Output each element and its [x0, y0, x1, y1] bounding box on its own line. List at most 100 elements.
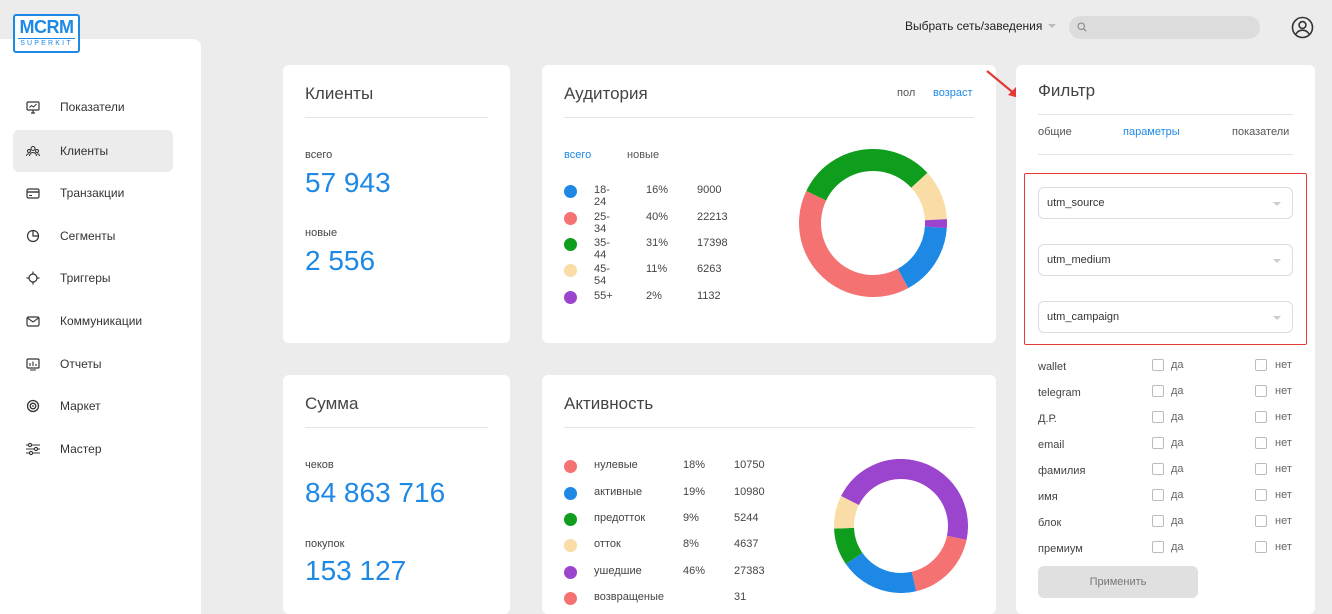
legend-name: 55+	[594, 290, 613, 302]
sidebar-item-label: Транзакции	[60, 186, 125, 200]
legend-dot	[564, 513, 577, 526]
sidebar-item-triggers[interactable]: Триггеры	[13, 257, 173, 299]
filter-option-label: блок	[1038, 517, 1062, 529]
activity-donut-chart	[834, 459, 968, 593]
tab-age[interactable]: возраст	[933, 87, 973, 99]
legend-pct: 11%	[646, 263, 668, 275]
sidebar-item-master[interactable]: Мастер	[13, 428, 173, 470]
apply-button[interactable]: Применить	[1038, 566, 1198, 598]
yes-label: да	[1171, 515, 1184, 527]
yes-checkbox[interactable]	[1152, 463, 1164, 475]
report-icon	[25, 356, 41, 372]
legend-pct: 19%	[683, 486, 706, 498]
no-checkbox[interactable]	[1255, 411, 1267, 423]
no-label: нет	[1275, 411, 1292, 423]
yes-checkbox[interactable]	[1152, 411, 1164, 423]
divider	[305, 117, 488, 118]
no-checkbox[interactable]	[1255, 541, 1267, 553]
sidebar-item-clients[interactable]: Клиенты	[13, 130, 173, 172]
yes-checkbox[interactable]	[1152, 489, 1164, 501]
audience-card: Аудитория пол возраст всего новые 18-24 …	[542, 65, 996, 343]
filter-option-label: wallet	[1038, 361, 1067, 373]
utm-source-select[interactable]: utm_source	[1038, 187, 1293, 219]
sidebar-item-communications[interactable]: Коммуникации	[13, 300, 173, 342]
legend-count: 17398	[697, 237, 728, 249]
no-label: нет	[1275, 385, 1292, 397]
divider	[564, 427, 974, 428]
divider	[564, 117, 974, 118]
filter-option-label: имя	[1038, 491, 1058, 503]
clients-total-value: 57 943	[305, 167, 391, 198]
sidebar-item-transactions[interactable]: Транзакции	[13, 172, 173, 214]
no-checkbox[interactable]	[1255, 437, 1267, 449]
donut-segment-2	[799, 149, 947, 297]
search-bar[interactable]	[1069, 16, 1260, 39]
tab-audience-new[interactable]: новые	[627, 149, 660, 161]
tab-filter-indicators[interactable]: показатели	[1232, 126, 1290, 138]
no-checkbox[interactable]	[1255, 489, 1267, 501]
legend-name: 25-34	[594, 211, 610, 235]
tab-gender[interactable]: пол	[897, 87, 916, 99]
no-label: нет	[1275, 463, 1292, 475]
sidebar-item-label: Коммуникации	[60, 314, 143, 328]
sidebar-item-segments[interactable]: Сегменты	[13, 215, 173, 257]
legend-name: возвращеные	[594, 591, 664, 603]
legend-count: 5244	[734, 512, 759, 524]
clients-title: Клиенты	[305, 84, 374, 103]
filter-option-label: премиум	[1038, 543, 1083, 555]
divider	[1038, 154, 1293, 155]
search-input[interactable]	[1092, 20, 1252, 35]
sidebar-item-indicators[interactable]: Показатели	[13, 86, 173, 128]
logo-text: MCRM	[19, 17, 75, 37]
no-checkbox[interactable]	[1255, 359, 1267, 371]
select-value: utm_medium	[1047, 254, 1111, 266]
card-icon	[25, 185, 41, 201]
no-checkbox[interactable]	[1255, 515, 1267, 527]
audience-title: Аудитория	[564, 84, 648, 103]
yes-checkbox[interactable]	[1152, 515, 1164, 527]
legend-dot	[564, 212, 577, 225]
no-checkbox[interactable]	[1255, 385, 1267, 397]
sum-checks-label: чеков	[305, 459, 334, 471]
sidebar-item-label: Триггеры	[60, 271, 111, 285]
legend-pct: 18%	[683, 459, 706, 471]
legend-dot	[564, 460, 577, 473]
utm-campaign-select[interactable]: utm_campaign	[1038, 301, 1293, 333]
donut-segment-4	[799, 149, 947, 297]
sidebar-item-reports[interactable]: Отчеты	[13, 343, 173, 385]
filter-option-label: telegram	[1038, 387, 1081, 399]
network-select[interactable]: Выбрать сеть/заведения	[905, 19, 1057, 33]
logo[interactable]: MCRM SUPERKIT	[13, 14, 80, 53]
legend-name: 45-54	[594, 263, 610, 287]
filter-option-label: Д.Р.	[1038, 413, 1057, 425]
legend-name: отток	[594, 538, 621, 550]
yes-checkbox[interactable]	[1152, 541, 1164, 553]
tab-audience-all[interactable]: всего	[564, 149, 592, 161]
no-label: нет	[1275, 359, 1292, 371]
pie-icon	[25, 228, 41, 244]
sidebar-item-market[interactable]: Маркет	[13, 385, 173, 427]
yes-checkbox[interactable]	[1152, 385, 1164, 397]
activity-card: Активность нулевые 18% 10750 активные 19…	[542, 375, 996, 614]
yes-checkbox[interactable]	[1152, 359, 1164, 371]
user-avatar-icon[interactable]	[1291, 16, 1314, 39]
audience-donut-chart	[799, 149, 947, 297]
tab-filter-params[interactable]: параметры	[1123, 126, 1180, 138]
filter-title: Фильтр	[1038, 81, 1096, 100]
yes-checkbox[interactable]	[1152, 437, 1164, 449]
legend-pct: 2%	[646, 290, 662, 302]
legend-pct: 40%	[646, 211, 669, 223]
utm-medium-select[interactable]: utm_medium	[1038, 244, 1293, 276]
no-checkbox[interactable]	[1255, 463, 1267, 475]
legend-count: 10980	[734, 486, 765, 498]
no-label: нет	[1275, 437, 1292, 449]
sum-title: Сумма	[305, 394, 359, 413]
legend-count: 31	[734, 591, 747, 603]
legend-pct: 16%	[646, 184, 669, 196]
yes-label: да	[1171, 411, 1184, 423]
legend-count: 4637	[734, 538, 759, 550]
donut-segment-4	[834, 459, 968, 593]
sidebar-item-label: Маркет	[60, 399, 101, 413]
sum-purchases-label: покупок	[305, 538, 345, 550]
tab-filter-general[interactable]: общие	[1038, 126, 1072, 138]
